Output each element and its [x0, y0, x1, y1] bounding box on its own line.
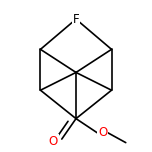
Text: O: O	[48, 135, 57, 148]
Text: O: O	[98, 126, 107, 139]
Text: F: F	[73, 13, 79, 26]
